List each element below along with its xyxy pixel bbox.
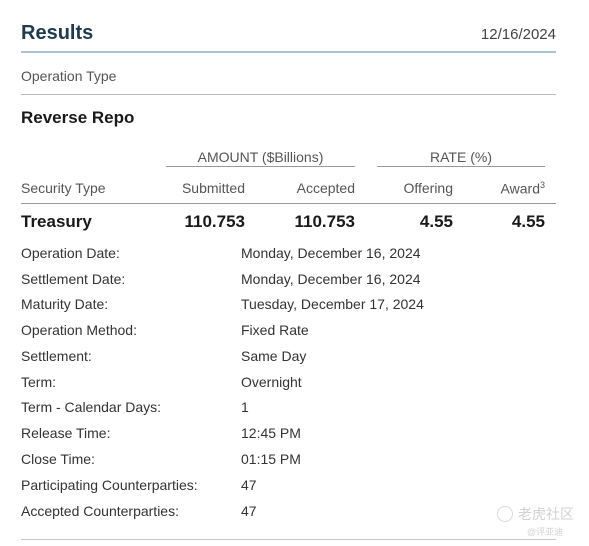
watermark-text: 老虎社区	[518, 506, 574, 522]
col-header-award: Award3	[500, 180, 545, 197]
row-award: 4.55	[511, 212, 545, 231]
detail-value: 1	[241, 399, 249, 415]
detail-value: Monday, December 16, 2024	[241, 245, 421, 261]
detail-label: Settlement:	[21, 348, 92, 364]
col-header-submitted: Submitted	[181, 180, 245, 196]
detail-label: Close Time:	[21, 451, 95, 467]
detail-label: Term:	[21, 374, 56, 390]
detail-label: Maturity Date:	[21, 296, 109, 312]
row-submitted: 110.753	[184, 212, 245, 231]
detail-label: Accepted Counterparties:	[21, 503, 179, 519]
detail-label: Operation Date:	[21, 245, 120, 261]
col-header-offering: Offering	[403, 180, 453, 196]
operation-type-row: Operation Type	[21, 68, 556, 95]
page-title: Results	[21, 22, 94, 44]
detail-label: Operation Method:	[21, 322, 137, 338]
detail-label: Release Time:	[21, 425, 111, 441]
col-header-accepted: Accepted	[296, 180, 355, 196]
results-header: Results 12/16/2024	[21, 20, 556, 53]
detail-value: 01:15 PM	[241, 451, 301, 467]
detail-value: Tuesday, December 17, 2024	[241, 296, 424, 312]
award-footnote: 3	[539, 180, 545, 190]
detail-value: 47	[241, 503, 257, 519]
detail-value: Overnight	[241, 374, 302, 390]
rate-group-header: RATE (%)	[377, 149, 545, 167]
results-date: 12/16/2024	[480, 26, 556, 43]
detail-value: Same Day	[241, 348, 307, 364]
detail-label: Participating Counterparties:	[21, 477, 198, 493]
row-accepted: 110.753	[294, 212, 355, 231]
bottom-divider	[21, 539, 556, 540]
detail-value: 47	[241, 477, 257, 493]
detail-label: Settlement Date:	[21, 271, 126, 287]
amount-group-header: AMOUNT ($Billions)	[166, 149, 355, 167]
detail-value: Fixed Rate	[241, 322, 309, 338]
operation-type-label: Operation Type	[21, 68, 117, 84]
watermark: 老虎社区 @评亚迪	[497, 504, 579, 540]
watermark-subtext: @评亚迪	[527, 527, 564, 537]
section-title: Reverse Repo	[21, 108, 135, 127]
watermark-logo-icon	[497, 506, 513, 522]
col-header-security-type: Security Type	[21, 180, 106, 196]
column-divider	[21, 203, 556, 204]
detail-label: Term - Calendar Days:	[21, 399, 162, 415]
detail-value: 12:45 PM	[241, 425, 301, 441]
row-offering: 4.55	[419, 212, 453, 231]
detail-value: Monday, December 16, 2024	[241, 271, 421, 287]
row-security: Treasury	[21, 212, 92, 231]
